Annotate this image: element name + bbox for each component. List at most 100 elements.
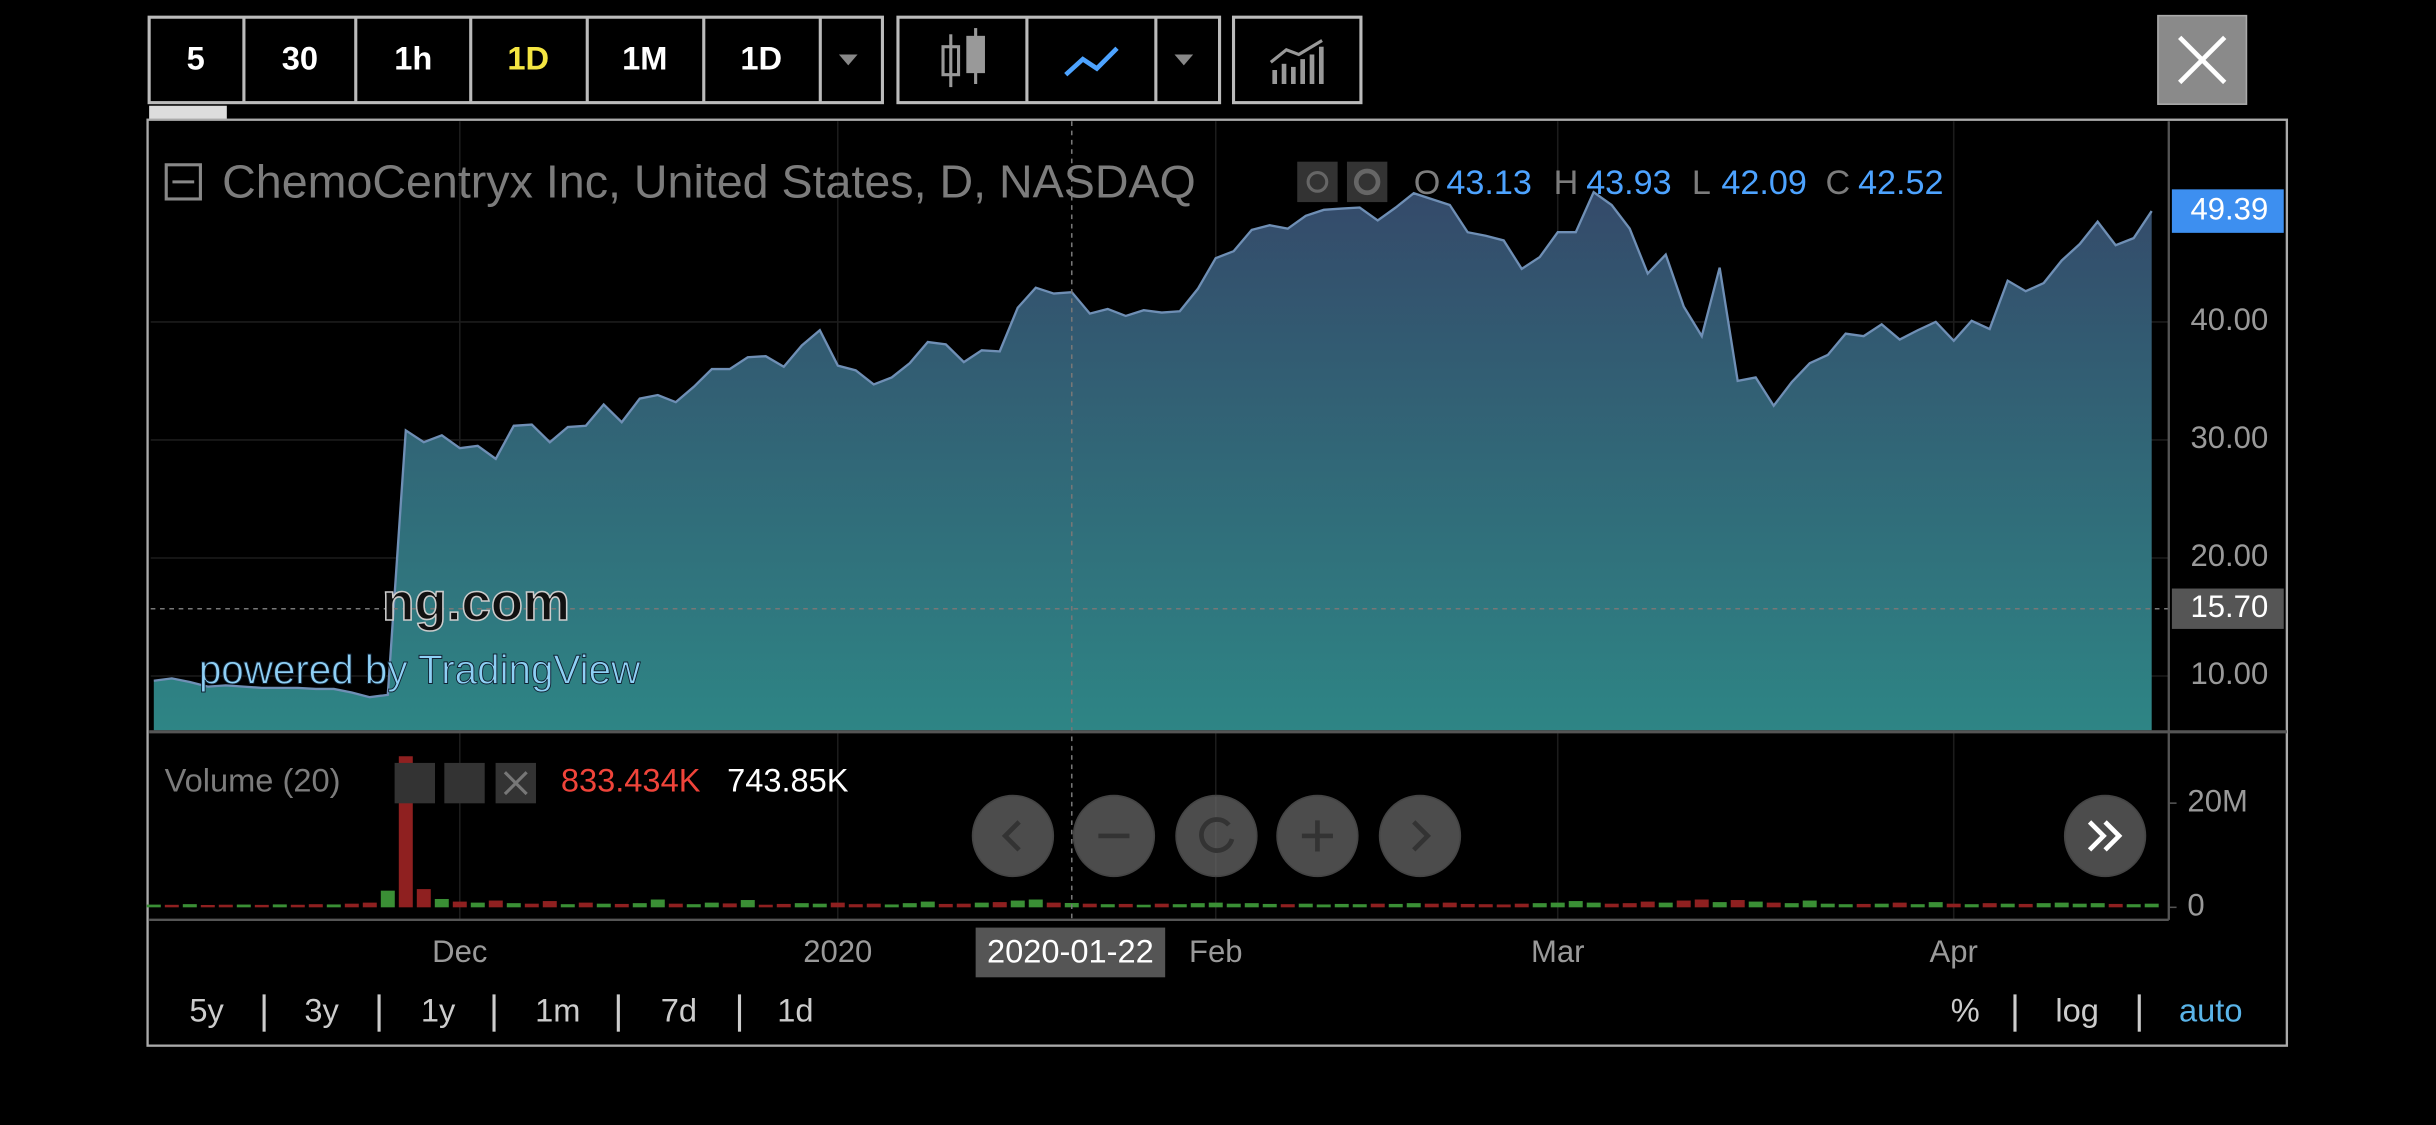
auto-scale-button[interactable]: auto — [2179, 992, 2242, 1029]
scroll-left-button[interactable] — [971, 794, 1055, 878]
volume-bar — [506, 903, 521, 908]
volume-bar — [1964, 904, 1979, 908]
volume-bar — [380, 890, 395, 908]
chart-title: ChemoCentryx Inc, United States, D, NASD… — [222, 155, 1196, 207]
volume-bar — [1820, 903, 1835, 908]
toolbar-tab[interactable] — [149, 105, 227, 120]
dropdown-arrow[interactable] — [838, 54, 858, 66]
chart-style-group — [896, 15, 1222, 105]
volume-bar — [560, 904, 575, 908]
volume-bar — [758, 904, 773, 908]
volume-bar — [1712, 902, 1727, 908]
volume-bar — [848, 904, 863, 908]
volume-bar — [1676, 900, 1691, 908]
indicators-button[interactable] — [1231, 15, 1363, 105]
dropdown-arrow[interactable] — [1174, 54, 1194, 66]
ohlc-key: C — [1825, 164, 1850, 202]
volume-bar — [1388, 903, 1403, 908]
nav-icons — [1001, 817, 2123, 853]
volume-bar — [830, 902, 845, 908]
interval-button[interactable]: 5 — [187, 39, 205, 76]
close-icon — [2178, 35, 2227, 85]
settings-button[interactable] — [444, 762, 485, 804]
toolbar: 5 30 1h 1D 1M 1D — [147, 14, 2248, 120]
line-icon[interactable] — [1064, 46, 1119, 77]
indicators-icon — [1269, 39, 1324, 84]
last-price-box — [2171, 189, 2284, 233]
interval-button[interactable]: 30 — [282, 39, 318, 76]
volume-bar — [1226, 903, 1241, 908]
volume-bar — [1028, 899, 1043, 908]
range-button[interactable]: 1y — [421, 992, 456, 1029]
volume-bar — [1802, 900, 1817, 908]
x-tick-label: Mar — [1531, 934, 1585, 969]
volume-bar — [1910, 904, 1925, 908]
eye-button[interactable] — [1297, 161, 1338, 203]
last-price-label: 49.39 — [2191, 191, 2269, 226]
volume-bar — [2054, 902, 2069, 908]
volume-bar — [146, 904, 161, 908]
volume-bar — [488, 900, 503, 908]
range-button[interactable]: 3y — [304, 992, 339, 1029]
x-tick-label: Dec — [432, 934, 487, 969]
volume-bar — [812, 903, 827, 908]
volume-bar — [2090, 903, 2105, 908]
volume-bar — [1298, 903, 1313, 908]
settings-button[interactable] — [1346, 161, 1388, 203]
volume-bar — [956, 903, 971, 908]
range-separators — [262, 994, 2141, 1032]
candle-icon[interactable] — [941, 28, 985, 88]
volume-bar — [1172, 904, 1187, 908]
volume-bar — [1100, 904, 1115, 908]
interval-button[interactable]: 1D — [740, 39, 782, 76]
watermark-site: ng.com — [382, 573, 570, 632]
ohlc-value: 42.52 — [1858, 164, 1943, 202]
volume-bar — [542, 901, 557, 908]
y-tick-label: 40.00 — [2191, 302, 2269, 337]
volume-bar — [1334, 903, 1349, 908]
log-scale-button[interactable]: log — [2055, 992, 2099, 1029]
volume-bar — [1784, 903, 1799, 908]
watermark-powered: powered by TradingView — [199, 646, 641, 692]
volume-bar — [1262, 903, 1277, 908]
eye-button[interactable] — [394, 762, 435, 804]
volume-bar — [1748, 901, 1763, 908]
volume-bar — [1694, 899, 1709, 908]
volume-bar — [686, 904, 701, 908]
chart-frame — [146, 118, 2289, 1047]
volume-bar — [1154, 903, 1169, 908]
volume-bar — [2144, 903, 2159, 908]
volume-bar — [182, 904, 197, 908]
volume-bar — [668, 903, 683, 908]
percent-scale-button[interactable]: % — [1951, 992, 1980, 1029]
reset-button[interactable] — [1175, 794, 1258, 878]
volume-bar — [1730, 900, 1745, 908]
volume-bar — [794, 903, 809, 908]
volume-bar — [1316, 904, 1331, 908]
range-button[interactable]: 1m — [535, 992, 580, 1029]
crosshair-date: 2020-01-22 — [987, 933, 1154, 970]
volume-bar — [1190, 903, 1205, 908]
volume-bar — [1136, 904, 1151, 908]
volume-bar — [1838, 904, 1853, 908]
volume-bar — [1010, 900, 1025, 908]
volume-bar — [416, 889, 431, 908]
y-tick-label: 30.00 — [2191, 420, 2269, 455]
interval-button-active[interactable]: 1D — [507, 39, 549, 76]
volume-bar — [866, 903, 881, 908]
collapse-button[interactable] — [164, 163, 202, 201]
interval-button[interactable]: 1h — [394, 39, 432, 76]
volume-bar — [1586, 902, 1601, 908]
volume-bar — [326, 904, 341, 908]
volume-bar — [1208, 902, 1223, 908]
range-button[interactable]: 1d — [777, 992, 813, 1029]
interval-button[interactable]: 1M — [622, 39, 667, 76]
range-button[interactable]: 5y — [189, 992, 224, 1029]
volume-bar — [1946, 903, 1961, 908]
volume-bar — [938, 903, 953, 908]
ohlc-value: 42.09 — [1721, 164, 1806, 202]
range-button[interactable]: 7d — [661, 992, 697, 1029]
volume-bar — [344, 903, 359, 908]
scroll-right-button[interactable] — [1378, 794, 1462, 878]
